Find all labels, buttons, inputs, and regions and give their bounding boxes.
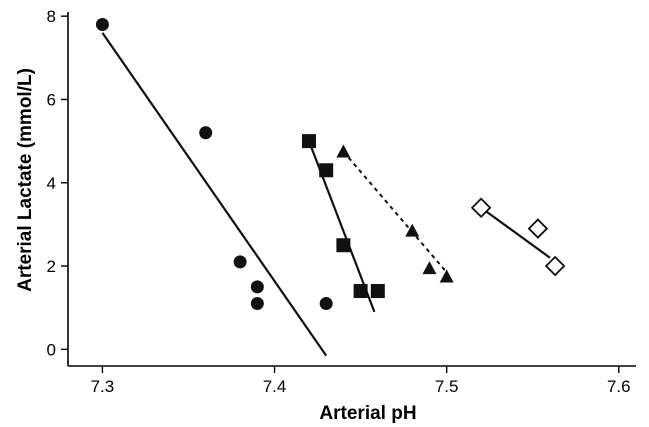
- data-points: [95, 17, 566, 311]
- x-tick-label: 7.4: [263, 377, 287, 396]
- axes: 7.3 7.4 7.5 7.6 0 2 4 6 8: [47, 7, 636, 396]
- x-tick-label: 7.6: [607, 377, 631, 396]
- data-point-diamond: [544, 255, 566, 277]
- data-point-circle: [250, 280, 264, 294]
- data-point-circle: [319, 297, 333, 311]
- data-point-triangle: [439, 269, 454, 283]
- data-point-triangle: [336, 144, 351, 158]
- x-tick-label: 7.5: [435, 377, 459, 396]
- y-tick-label: 6: [47, 90, 56, 109]
- data-point-diamond: [527, 218, 549, 239]
- x-tick-label: 7.3: [91, 377, 115, 396]
- y-tick-label: 8: [47, 7, 56, 26]
- data-point-triangle: [405, 223, 420, 237]
- data-point-circle: [199, 126, 213, 140]
- y-tick-label: 0: [47, 340, 56, 359]
- data-point-square: [336, 238, 351, 253]
- data-point-square: [370, 284, 385, 299]
- fit-line-triangle: [342, 150, 448, 273]
- data-point-square: [353, 284, 368, 299]
- data-point-circle: [233, 255, 247, 269]
- data-point-square: [301, 134, 316, 149]
- fit-line-diamond: [480, 206, 551, 259]
- y-tick-label: 4: [47, 174, 56, 193]
- data-point-triangle: [422, 261, 437, 275]
- y-tick-label: 2: [47, 257, 56, 276]
- x-axis-title: Arterial pH: [319, 403, 416, 424]
- y-axis-title: Arterial Lactate (mmol/L): [15, 68, 36, 292]
- data-point-circle: [250, 297, 264, 311]
- fit-line-circle: [101, 32, 328, 357]
- data-point-diamond: [470, 197, 492, 219]
- data-point-circle: [95, 17, 109, 31]
- data-point-square: [319, 163, 334, 178]
